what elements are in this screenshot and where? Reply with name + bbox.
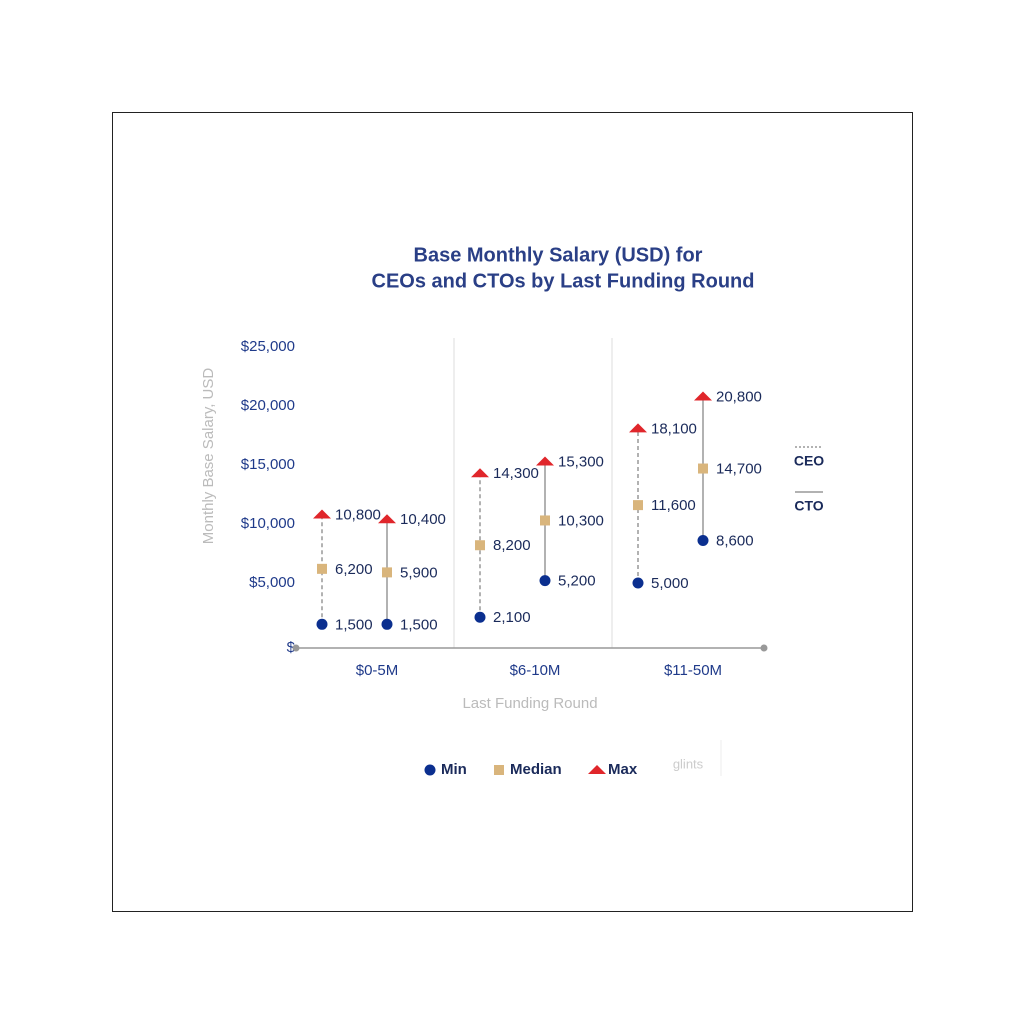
value-label: 10,800	[335, 507, 381, 524]
value-label: 14,300	[493, 465, 539, 482]
frame	[112, 112, 913, 912]
legend-label: Median	[510, 761, 562, 778]
data-point	[475, 540, 485, 551]
legend-marker	[494, 765, 504, 775]
y-tick-label: $5,000	[249, 574, 295, 591]
data-point	[694, 391, 712, 401]
group-legend-label: CTO	[794, 498, 823, 514]
data-point	[697, 535, 709, 547]
data-point	[633, 500, 643, 511]
value-label: 15,300	[558, 453, 604, 470]
value-label: 10,400	[400, 511, 446, 528]
data-point	[378, 514, 396, 524]
y-axis-label: Monthly Base Salary, USD	[200, 368, 217, 545]
value-label: 1,500	[335, 616, 373, 633]
value-label: 6,200	[335, 561, 373, 578]
chart-title: Base Monthly Salary (USD) for	[414, 244, 703, 266]
data-point	[539, 575, 551, 587]
legend-marker	[424, 764, 436, 776]
legend-marker	[588, 765, 606, 774]
data-point	[313, 509, 331, 519]
y-tick-label: $20,000	[241, 397, 295, 414]
value-label: 11,600	[651, 497, 696, 514]
data-point	[632, 577, 644, 589]
y-tick-label: $	[287, 639, 296, 656]
value-label: 5,900	[400, 564, 438, 581]
legend-label: Min	[441, 761, 467, 778]
data-point	[536, 456, 554, 466]
y-tick-label: $10,000	[241, 515, 295, 532]
value-label: 1,500	[400, 616, 438, 633]
axis-end	[760, 644, 768, 652]
data-point	[629, 423, 647, 433]
brand: glints	[673, 756, 704, 771]
legend-label: Max	[608, 761, 638, 778]
y-tick-label: $15,000	[241, 456, 295, 473]
chart-title: CEOs and CTOs by Last Funding Round	[372, 270, 755, 292]
data-point	[474, 611, 486, 623]
data-point	[382, 567, 392, 578]
group-legend-label: CEO	[794, 453, 824, 469]
x-tick-label: $0-5M	[356, 662, 399, 679]
data-point	[316, 618, 328, 630]
axis-end	[292, 644, 300, 652]
x-tick-label: $11-50M	[664, 662, 722, 679]
data-point	[317, 563, 327, 574]
data-point	[471, 468, 489, 478]
data-point	[381, 618, 393, 630]
value-label: 8,200	[493, 537, 531, 554]
value-label: 20,800	[716, 389, 762, 406]
value-label: 5,000	[651, 575, 689, 592]
value-label: 5,200	[558, 573, 596, 590]
x-tick-label: $6-10M	[510, 662, 561, 679]
data-point	[698, 463, 708, 474]
x-axis-label: Last Funding Round	[462, 695, 597, 712]
value-label: 14,700	[716, 461, 762, 478]
data-point	[540, 515, 550, 526]
value-label: 8,600	[716, 532, 754, 549]
value-label: 18,100	[651, 420, 697, 437]
y-tick-label: $25,000	[241, 338, 295, 355]
value-label: 2,100	[493, 609, 531, 626]
value-label: 10,300	[558, 512, 604, 529]
